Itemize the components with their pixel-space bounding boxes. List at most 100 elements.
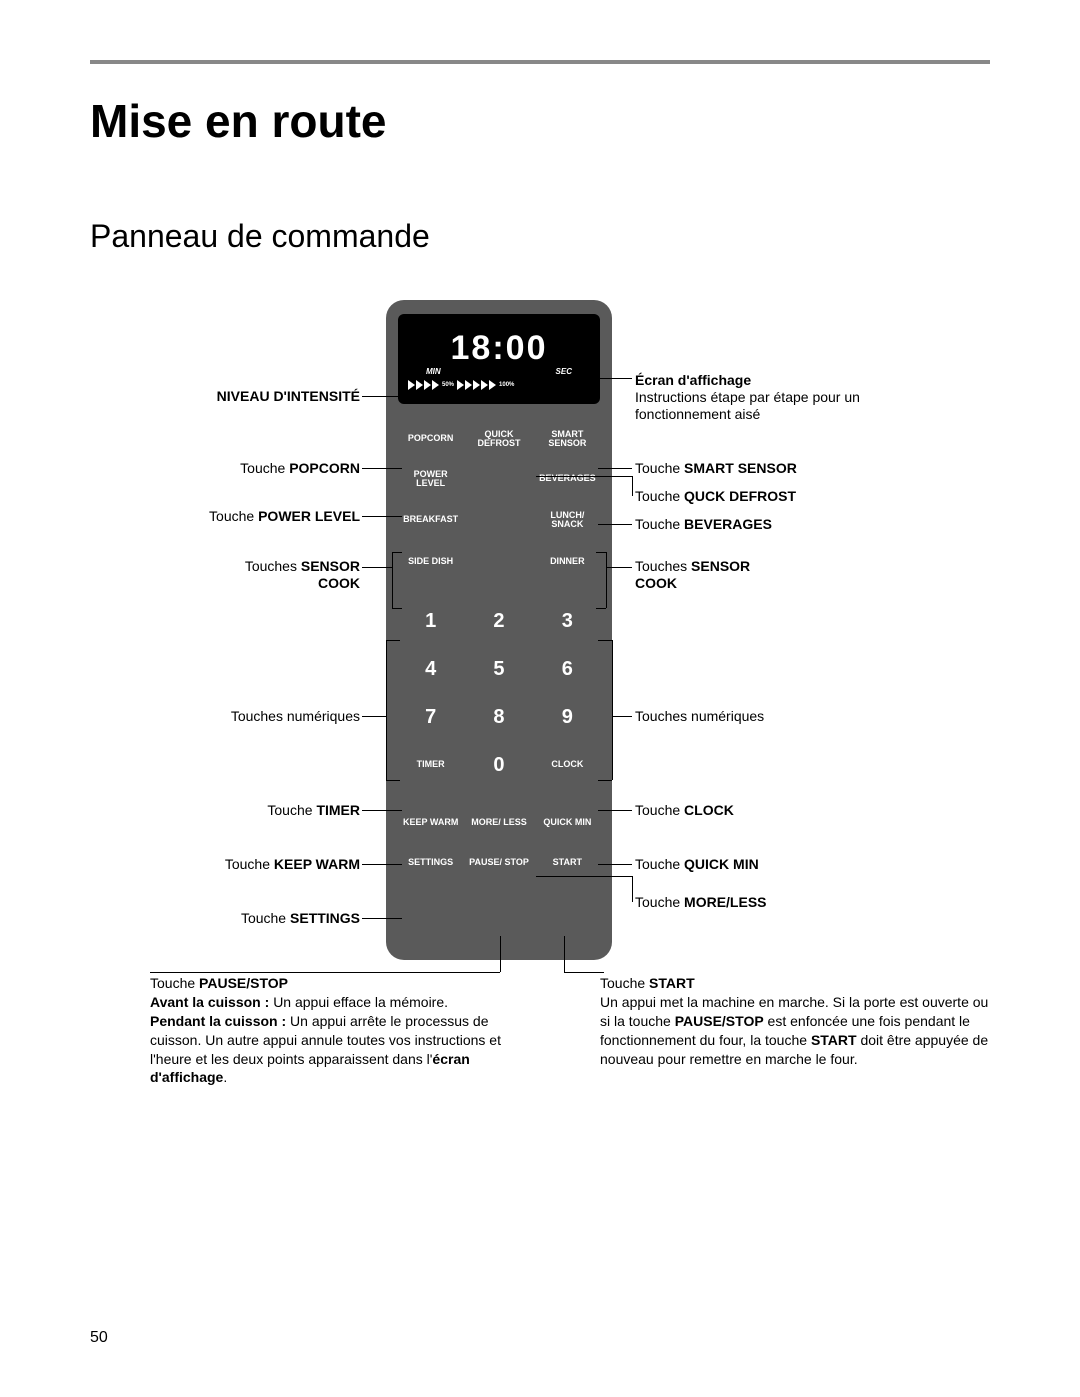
timer-button[interactable]: TIMER [398, 744, 463, 786]
display-minsec: MIN SEC [408, 367, 590, 376]
callout-line [362, 516, 402, 517]
label-power-level: Touche POWER LEVEL [90, 508, 360, 525]
control-panel-diagram: 18:00 MIN SEC 50% 100% POPCORN QUICK [90, 300, 990, 1080]
label-popcorn: Touche POPCORN [90, 460, 360, 477]
beverages-button[interactable]: BEVERAGES [535, 462, 600, 496]
keypad-5[interactable]: 5 [466, 648, 531, 690]
display-screen: 18:00 MIN SEC 50% 100% [398, 314, 600, 404]
section-title: Panneau de commande [90, 218, 990, 255]
callout-line [598, 810, 632, 811]
label-keep-warm: Touche KEEP WARM [90, 856, 360, 873]
chevron-icon [473, 380, 480, 390]
control-panel: 18:00 MIN SEC 50% 100% POPCORN QUICK [386, 300, 612, 960]
pause-stop-button[interactable]: PAUSE/ STOP [466, 846, 531, 880]
callout-line [598, 780, 612, 781]
keypad-0[interactable]: 0 [466, 744, 531, 786]
quick-min-button[interactable]: QUICK MIN [535, 806, 600, 840]
callout-line [596, 552, 606, 553]
callout-line [386, 640, 387, 780]
top-rule [90, 60, 990, 64]
breakfast-button[interactable]: BREAKFAST [398, 502, 463, 538]
page-number: 50 [90, 1329, 108, 1347]
chevron-icon [489, 380, 496, 390]
callout-line [632, 876, 633, 902]
pause-stop-description: Touche PAUSE/STOP Avant la cuisson : Un … [150, 974, 540, 1087]
power-level-indicator: 50% 100% [408, 380, 590, 390]
callout-line [598, 524, 632, 525]
label-sensor-cook-right: Touches SENSORCOOK [635, 558, 955, 592]
keep-warm-button[interactable]: KEEP WARM [398, 806, 463, 840]
label-smart-sensor: Touche SMART SENSOR [635, 460, 955, 477]
keypad-6[interactable]: 6 [535, 648, 600, 690]
start-description: Touche START Un appui met la machine en … [600, 974, 990, 1087]
chevron-icon [457, 380, 464, 390]
callout-line [590, 378, 632, 379]
start-button[interactable]: START [535, 846, 600, 880]
keypad-7[interactable]: 7 [398, 696, 463, 738]
more-less-button[interactable]: MORE/ LESS [466, 806, 531, 840]
min-label: MIN [426, 367, 441, 376]
callout-line [362, 468, 402, 469]
keypad-2[interactable]: 2 [466, 600, 531, 642]
chevron-icon [481, 380, 488, 390]
callout-line [596, 608, 606, 609]
display-digits: 18:00 [408, 331, 590, 365]
keypad-3[interactable]: 3 [535, 600, 600, 642]
callout-line [386, 780, 400, 781]
label-clock: Touche CLOCK [635, 802, 955, 819]
label-numeric-left: Touches numériques [90, 708, 360, 725]
settings-button[interactable]: SETTINGS [398, 846, 463, 880]
button-grid: POPCORN QUICK DEFROST SMART SENSOR POWER… [398, 422, 600, 880]
page-title: Mise en route [90, 94, 990, 148]
pct-100: 100% [499, 382, 514, 388]
callout-line [598, 468, 632, 469]
chevron-icon [416, 380, 423, 390]
callout-line [500, 936, 501, 972]
callout-line [536, 476, 632, 477]
callout-line [612, 640, 613, 780]
power-level-button[interactable]: POWER LEVEL [398, 462, 463, 496]
callout-line [606, 567, 632, 568]
label-beverages: Touche BEVERAGES [635, 516, 955, 533]
callout-line [362, 396, 402, 397]
callout-line [362, 716, 386, 717]
callout-line [362, 918, 402, 919]
callout-line [392, 552, 393, 608]
callout-line [362, 567, 392, 568]
sec-label: SEC [556, 367, 572, 376]
callout-line [386, 640, 400, 641]
label-niveau: NIVEAU D'INTENSITÉ [90, 388, 360, 405]
callout-line [362, 864, 402, 865]
callout-line [362, 810, 402, 811]
callout-line [536, 876, 632, 877]
callout-line [606, 552, 607, 608]
callout-line [392, 608, 402, 609]
callout-line [598, 864, 632, 865]
chevron-icon [424, 380, 431, 390]
callout-line [564, 972, 604, 973]
label-quick-defrost: Touche QUCK DEFROST [635, 488, 955, 505]
label-more-less: Touche MORE/LESS [635, 894, 955, 911]
quick-defrost-button[interactable]: QUICK DEFROST [466, 422, 531, 456]
callout-line [564, 936, 565, 972]
popcorn-button[interactable]: POPCORN [398, 422, 463, 456]
chevron-icon [408, 380, 415, 390]
chevron-icon [432, 380, 439, 390]
smart-sensor-button[interactable]: SMART SENSOR [535, 422, 600, 456]
label-quick-min: Touche QUICK MIN [635, 856, 955, 873]
keypad-9[interactable]: 9 [535, 696, 600, 738]
keypad-8[interactable]: 8 [466, 696, 531, 738]
label-numeric-right: Touches numériques [635, 708, 955, 725]
keypad-1[interactable]: 1 [398, 600, 463, 642]
chevron-icon [465, 380, 472, 390]
label-sensor-cook-left: Touches SENSORCOOK [90, 558, 360, 592]
bottom-descriptions: Touche PAUSE/STOP Avant la cuisson : Un … [150, 974, 990, 1087]
lunch-snack-button[interactable]: LUNCH/ SNACK [535, 502, 600, 538]
callout-line [150, 972, 500, 973]
label-settings: Touche SETTINGS [90, 910, 360, 927]
dinner-button[interactable]: DINNER [535, 544, 600, 580]
pct-50: 50% [442, 382, 454, 388]
side-dish-button[interactable]: SIDE DISH [398, 544, 463, 580]
keypad-4[interactable]: 4 [398, 648, 463, 690]
clock-button[interactable]: CLOCK [535, 744, 600, 786]
